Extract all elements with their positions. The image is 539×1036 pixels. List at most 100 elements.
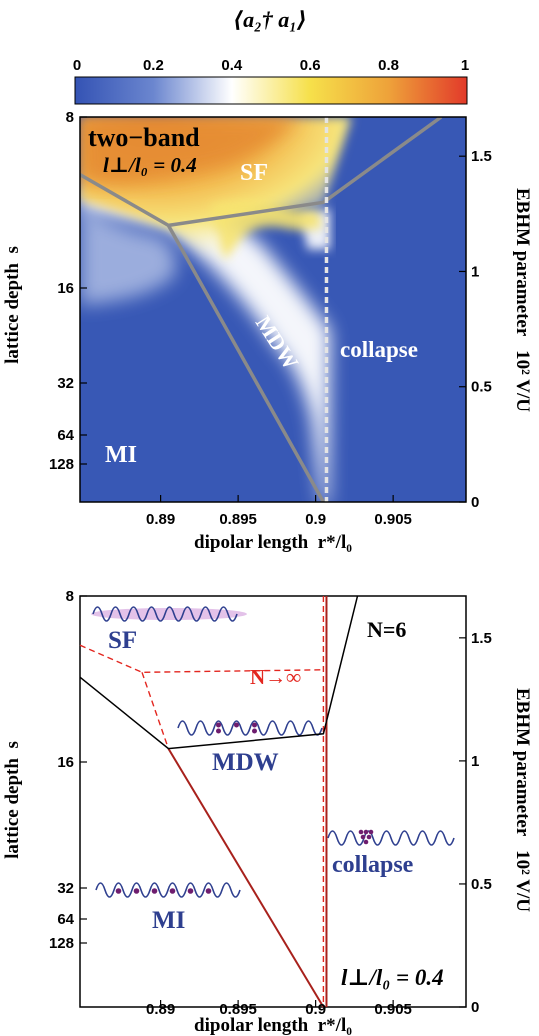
- mdw-wave-illustration: [177, 720, 323, 736]
- top-phase-boundaries: [80, 117, 443, 502]
- bot-right-tick-label: 0: [471, 999, 479, 1016]
- colorbar: ⟨a₂† a₁⟩ 0 0.2 0.4 0.6 0.8 1: [73, 7, 469, 105]
- top-region-sf: SF: [240, 160, 268, 186]
- colorbar-tick-label: 0.4: [221, 57, 243, 74]
- mdw-atom: [216, 728, 221, 734]
- colorbar-tick-label: 0.6: [300, 57, 321, 74]
- top-s-tick-label: 16: [57, 280, 74, 297]
- top-gray-boundary-line: [80, 117, 443, 228]
- collapse-atom: [363, 839, 369, 845]
- top-heatmap-white-band: [80, 185, 330, 502]
- bottom-panel: SF N→∞ N=6 MDW collapse MI l⊥/l₀ = 0.4 0…: [2, 588, 533, 1036]
- colorbar-title: ⟨a₂† a₁⟩: [233, 7, 307, 32]
- top-title-line2: l⊥/l₀ = 0.4: [103, 153, 197, 177]
- top-region-collapse: collapse: [340, 337, 418, 362]
- colorbar-gradient: [74, 76, 468, 105]
- bottom-label-n-infinity: N→∞: [250, 665, 301, 689]
- bottom-left-ticks: 8 16 32 64 128: [49, 588, 87, 952]
- colorbar-tick-label: 1: [461, 57, 469, 74]
- bot-right-tick-label: 0.5: [471, 876, 492, 893]
- top-right-tick-label: 0: [471, 494, 479, 511]
- sf-condensate-cloud: [91, 608, 247, 620]
- mdw-atom: [234, 722, 239, 728]
- top-x-axis-label: dipolar length r*/l₀: [194, 532, 352, 553]
- bottom-region-sf: SF: [108, 627, 137, 654]
- collapse-atom: [360, 834, 366, 840]
- sf-wave-illustration: [91, 606, 247, 622]
- top-right-tick-label: 1.5: [471, 148, 492, 165]
- bottom-right-ticks: 0 0.5 1 1.5: [459, 630, 492, 1016]
- bot-s-tick-label: 128: [49, 935, 74, 952]
- colorbar-tick-label: 0.8: [378, 57, 399, 74]
- top-x-tick-label: 0.89: [146, 511, 175, 528]
- top-s-tick-label: 64: [57, 427, 74, 444]
- bottom-param-label: l⊥/l₀ = 0.4: [341, 965, 444, 990]
- top-region-mi: MI: [105, 442, 137, 468]
- top-x-tick-label: 0.9: [305, 511, 326, 528]
- bottom-y-axis-label: lattice depth s: [2, 741, 23, 859]
- mi-atom: [205, 888, 212, 894]
- collapse-atom: [368, 829, 374, 835]
- bottom-x-axis-label: dipolar length r*/l₀: [194, 1015, 352, 1036]
- mdw-atom: [252, 722, 257, 728]
- bot-right-tick-label: 1: [471, 753, 479, 770]
- sf-wave-icon: [92, 606, 238, 622]
- top-right-tick-label: 1: [471, 263, 479, 280]
- bottom-label-n6: N=6: [367, 617, 406, 642]
- collapse-atom: [363, 829, 369, 835]
- bot-s-tick-label: 64: [57, 911, 74, 928]
- top-s-tick-label: 8: [66, 109, 74, 126]
- bottom-region-collapse: collapse: [332, 852, 414, 878]
- mdw-wave-icon: [177, 720, 323, 736]
- bottom-region-mdw: MDW: [212, 749, 279, 776]
- bot-right-tick-label: 1.5: [471, 630, 492, 647]
- mi-atom: [133, 888, 140, 894]
- top-x-tick-label: 0.905: [374, 511, 412, 528]
- mdw-atom: [252, 728, 257, 734]
- bottom-right-axis-label: EBHM parameter 10² V/U: [512, 688, 533, 912]
- colorbar-ticks: 0 0.2 0.4 0.6 0.8 1: [73, 57, 469, 74]
- collapse-atom: [366, 834, 372, 840]
- bottom-x-ticks: 0.89 0.895 0.9 0.905: [146, 1000, 412, 1018]
- bottom-mdw-mi-boundary: [167, 748, 325, 1008]
- top-x-ticks: 0.89 0.895 0.9 0.905: [146, 495, 412, 528]
- mi-wave-icon: [95, 882, 241, 898]
- mi-atom: [115, 888, 122, 894]
- bottom-n-infinity-boundary: [141, 672, 170, 749]
- bot-s-tick-label: 16: [57, 754, 74, 771]
- bot-x-tick-label: 0.905: [374, 1001, 412, 1018]
- top-heatmap-white-left: [80, 205, 176, 305]
- top-gray-boundary-line: [166, 224, 325, 502]
- mi-atom: [169, 888, 176, 894]
- bot-s-tick-label: 32: [57, 880, 74, 897]
- bot-s-tick-label: 8: [66, 588, 74, 605]
- top-x-tick-label: 0.895: [219, 511, 257, 528]
- top-panel-frame: [79, 116, 467, 503]
- bot-x-tick-label: 0.9: [305, 1001, 326, 1018]
- top-right-ticks: 0 0.5 1 1.5: [459, 148, 492, 511]
- colorbar-tick-label: 0.2: [143, 57, 164, 74]
- top-y-axis-label: lattice depth s: [2, 246, 23, 364]
- top-right-axis-label: EBHM parameter 10² V/U: [512, 188, 533, 412]
- bottom-panel-frame: [79, 595, 467, 1008]
- top-panel: two−band l⊥/l₀ = 0.4 SF MDW collapse MI …: [2, 109, 533, 553]
- top-s-tick-label: 32: [57, 375, 74, 392]
- bottom-region-mi: MI: [152, 907, 185, 934]
- top-title-line1: two−band: [88, 123, 200, 152]
- top-heatmap-sf-core: [80, 117, 300, 185]
- mi-atom: [151, 888, 158, 894]
- bottom-phase-boundaries: [79, 595, 359, 1008]
- mi-atom: [187, 888, 194, 894]
- collapse-wave-illustration: [327, 829, 455, 846]
- top-left-ticks: 8 16 32 64 128: [49, 109, 87, 473]
- colorbar-tick-label: 0: [73, 57, 81, 74]
- top-right-tick-label: 0.5: [471, 379, 492, 396]
- bot-x-tick-label: 0.895: [219, 1001, 257, 1018]
- mdw-atom: [216, 722, 221, 728]
- collapse-wave-icon: [327, 830, 455, 846]
- bottom-n6-boundary: [79, 595, 359, 750]
- bot-x-tick-label: 0.89: [146, 1001, 175, 1018]
- mi-wave-illustration: [95, 882, 241, 898]
- bottom-n-infinity-boundary: [79, 644, 324, 674]
